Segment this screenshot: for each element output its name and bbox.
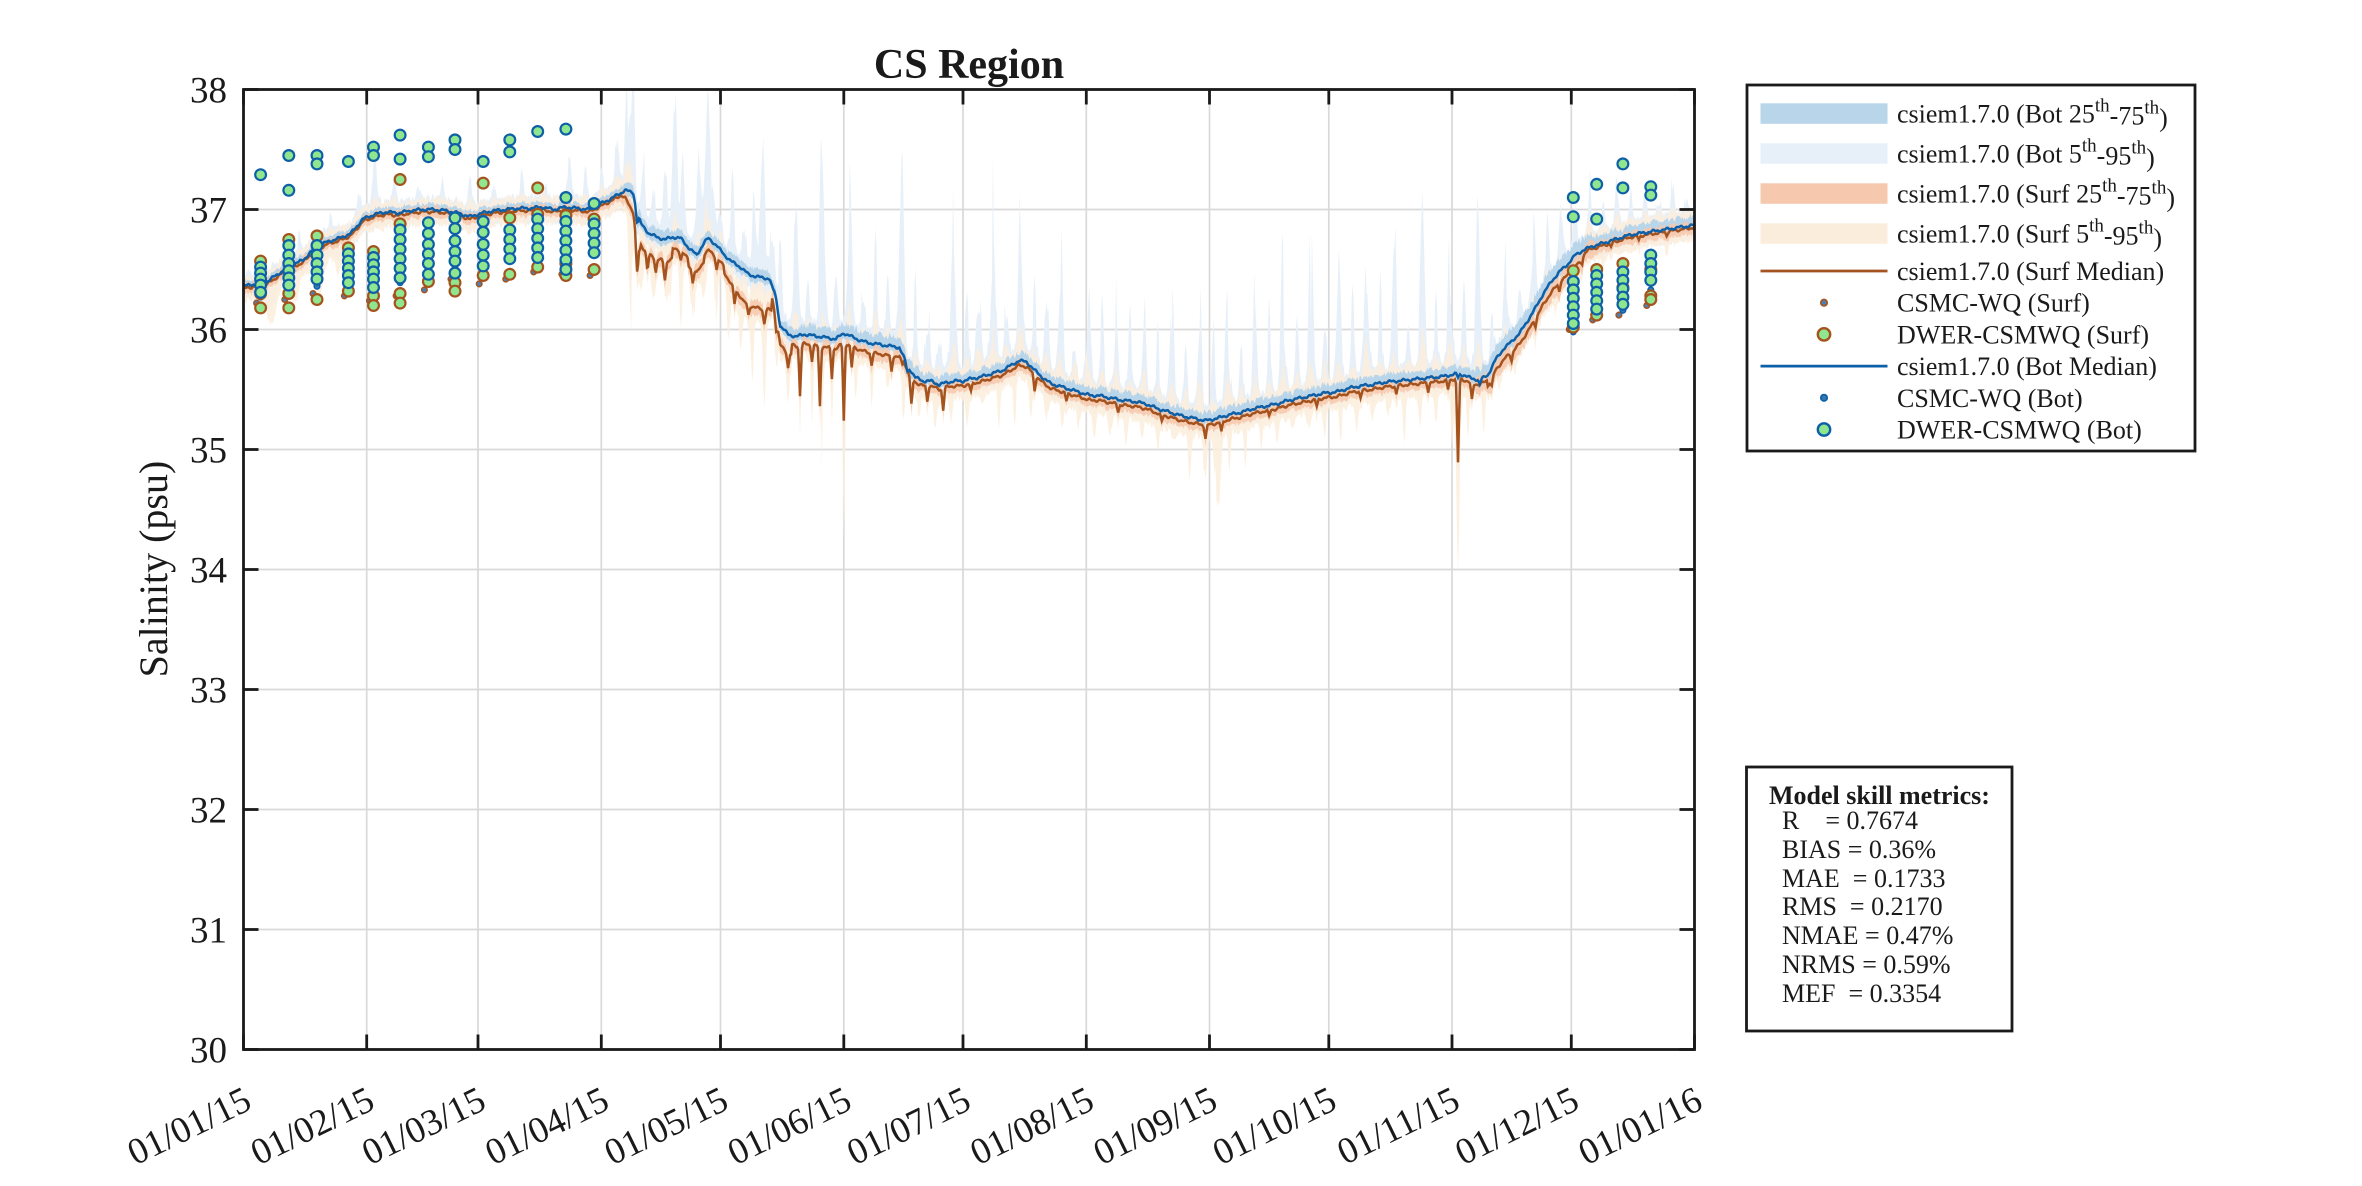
svg-text:csiem1.7.0 (Bot 25th-75th): csiem1.7.0 (Bot 25th-75th) xyxy=(1897,96,2168,133)
svg-text:30: 30 xyxy=(190,1031,227,1072)
svg-text:DWER-CSMWQ (Bot): DWER-CSMWQ (Bot) xyxy=(1897,416,2142,445)
svg-text:DWER-CSMWQ (Surf): DWER-CSMWQ (Surf) xyxy=(1897,320,2149,349)
svg-text:33: 33 xyxy=(190,671,227,712)
svg-text:Salinity (psu): Salinity (psu) xyxy=(131,461,176,678)
svg-text:31: 31 xyxy=(190,911,227,952)
svg-text:csiem1.7.0 (Bot Median): csiem1.7.0 (Bot Median) xyxy=(1897,352,2157,381)
svg-text:MEF = 0.3354: MEF = 0.3354 xyxy=(1782,979,1941,1008)
svg-text:NMAE = 0.47%: NMAE = 0.47% xyxy=(1782,921,1953,950)
svg-text:RMS = 0.2170: RMS = 0.2170 xyxy=(1782,892,1943,921)
svg-text:NRMS = 0.59%: NRMS = 0.59% xyxy=(1782,950,1951,979)
svg-text:34: 34 xyxy=(190,551,227,592)
svg-text:csiem1.7.0 (Bot 5th-95th): csiem1.7.0 (Bot 5th-95th) xyxy=(1897,136,2155,173)
svg-text:csiem1.7.0 (Surf Median): csiem1.7.0 (Surf Median) xyxy=(1897,257,2164,286)
svg-text:CS Region: CS Region xyxy=(874,42,1064,88)
svg-text:CSMC-WQ (Bot): CSMC-WQ (Bot) xyxy=(1897,384,2083,413)
svg-text:R = 0.7674: R = 0.7674 xyxy=(1782,806,1918,835)
svg-text:Model skill metrics:: Model skill metrics: xyxy=(1769,781,1990,810)
svg-text:37: 37 xyxy=(190,191,227,232)
svg-text:36: 36 xyxy=(190,311,227,352)
svg-text:38: 38 xyxy=(190,71,227,112)
svg-text:BIAS = 0.36%: BIAS = 0.36% xyxy=(1782,835,1936,864)
svg-text:MAE = 0.1733: MAE = 0.1733 xyxy=(1782,864,1945,893)
svg-text:32: 32 xyxy=(190,791,227,832)
svg-text:CSMC-WQ (Surf): CSMC-WQ (Surf) xyxy=(1897,289,2090,318)
svg-text:csiem1.7.0 (Surf 25th-75th): csiem1.7.0 (Surf 25th-75th) xyxy=(1897,176,2175,213)
svg-text:35: 35 xyxy=(190,431,227,472)
svg-text:csiem1.7.0 (Surf 5th-95th): csiem1.7.0 (Surf 5th-95th) xyxy=(1897,216,2162,253)
